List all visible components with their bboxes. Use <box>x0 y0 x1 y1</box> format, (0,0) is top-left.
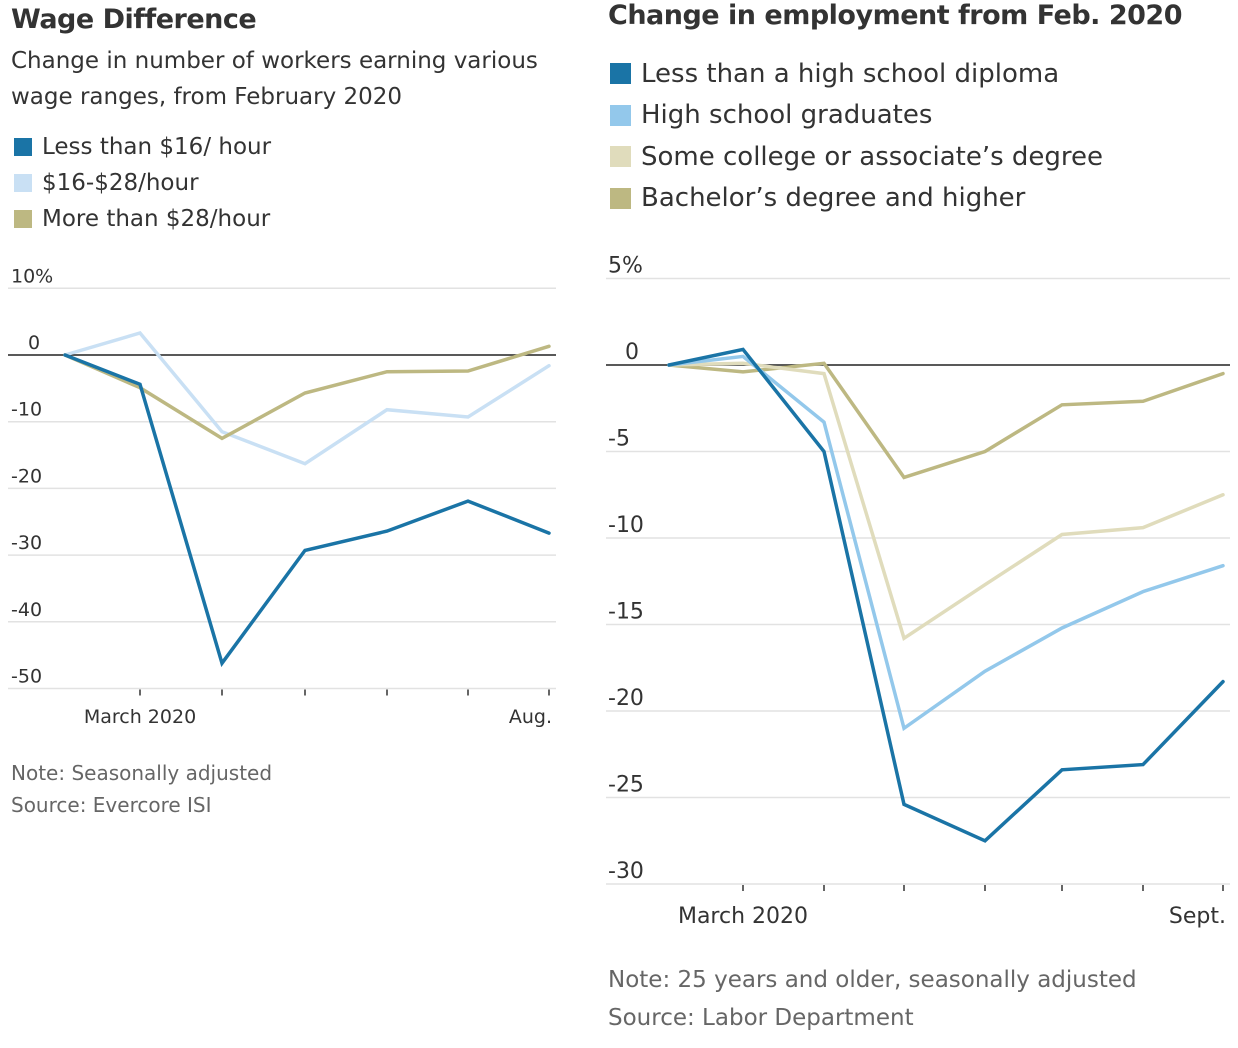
legend-swatch <box>14 210 32 228</box>
left-legend: Less than $16/ hour $16-$28/hour More th… <box>14 129 271 237</box>
legend-swatch <box>14 174 32 192</box>
legend-label: Less than $16/ hour <box>42 134 272 160</box>
y-tick-label: -20 <box>608 686 644 711</box>
note-text: Note: 25 years and older, seasonally adj… <box>608 967 1137 993</box>
y-tick-label: -50 <box>11 666 42 688</box>
legend-label: Some college or associate’s degree <box>641 141 1104 172</box>
legend-item: Some college or associate’s degree <box>610 136 1103 178</box>
legend-swatch <box>610 146 631 168</box>
legend-label: Bachelor’s degree and higher <box>641 183 1026 214</box>
x-tick-label: March 2020 <box>84 706 196 728</box>
right-notes: Note: 25 years and older, seasonally adj… <box>608 961 1137 1037</box>
y-tick-label: 0 <box>28 332 40 354</box>
legend-swatch <box>610 63 631 85</box>
y-tick-label: -5 <box>608 427 630 452</box>
source-text: Source: Labor Department <box>608 1005 914 1031</box>
y-tick-label: -25 <box>608 773 644 798</box>
x-tick-label: Sept. <box>1169 904 1226 929</box>
x-tick-label: Aug. <box>509 706 552 728</box>
legend-item: Less than a high school diploma <box>610 53 1103 95</box>
legend-label: More than $28/hour <box>42 206 271 232</box>
series-line <box>63 330 551 466</box>
y-tick-label: -20 <box>11 465 42 487</box>
legend-label: $16-$28/hour <box>42 170 199 196</box>
source-text: Source: Evercore ISI <box>11 793 212 817</box>
left-chart-subtitle: Change in number of workers earning vari… <box>11 48 538 110</box>
y-tick-label: 5% <box>608 254 643 279</box>
x-tick-label: March 2020 <box>678 904 808 929</box>
legend-item: High school graduates <box>610 95 1103 137</box>
legend-label: High school graduates <box>641 100 933 131</box>
legend-swatch <box>14 138 32 156</box>
y-tick-label: -10 <box>11 399 42 421</box>
series-line <box>63 353 551 668</box>
legend-swatch <box>610 104 631 126</box>
y-tick-label: -10 <box>608 513 644 538</box>
series-line <box>667 361 1225 642</box>
y-tick-label: -30 <box>608 859 644 884</box>
series-line <box>667 354 1225 732</box>
legend-label: Less than a high school diploma <box>641 58 1060 89</box>
legend-item: $16-$28/hour <box>14 165 271 201</box>
right-chart-title: Change in employment from Feb. 2020 <box>608 0 1182 31</box>
y-tick-label: -30 <box>11 532 42 554</box>
y-tick-label: 0 <box>625 340 639 365</box>
right-legend: Less than a high school diploma High sch… <box>610 53 1103 219</box>
series-line <box>667 347 1225 843</box>
y-tick-label: -15 <box>608 600 644 625</box>
y-tick-label: -40 <box>11 599 42 621</box>
legend-item: Bachelor’s degree and higher <box>610 178 1103 220</box>
legend-item: Less than $16/ hour <box>14 129 271 165</box>
series-line <box>63 344 551 441</box>
left-notes: Note: Seasonally adjusted Source: Everco… <box>11 757 272 821</box>
legend-swatch <box>610 187 631 209</box>
y-tick-label: 10% <box>11 265 53 287</box>
series-line <box>667 361 1225 480</box>
legend-item: More than $28/hour <box>14 201 271 237</box>
left-chart-title: Wage Difference <box>11 4 257 35</box>
note-text: Note: Seasonally adjusted <box>11 761 273 785</box>
